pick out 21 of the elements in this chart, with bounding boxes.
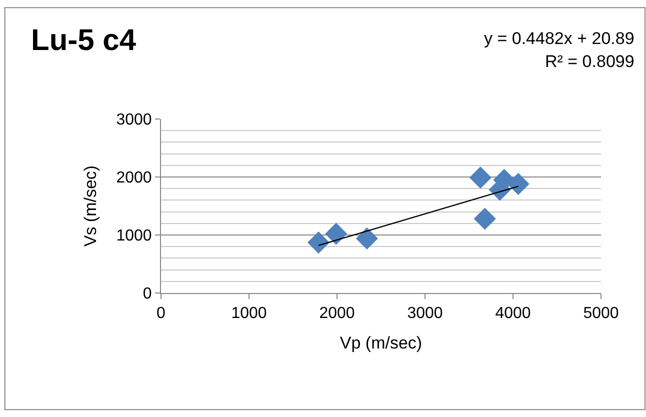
y-tick-label: 0 — [142, 286, 152, 303]
x-tick-label: 0 — [156, 305, 166, 322]
point — [474, 208, 496, 230]
x-tick-label: 4000 — [495, 305, 531, 322]
x-tick-label: 3000 — [407, 305, 443, 322]
x-tick-label: 5000 — [583, 305, 619, 322]
y-tick-label: 1000 — [116, 228, 152, 245]
y-tick-label: 3000 — [116, 112, 152, 129]
point — [325, 222, 348, 245]
y-tick-label: 2000 — [116, 170, 152, 187]
point — [507, 172, 530, 196]
y-axis-title: Vs (m/sec) — [80, 165, 100, 247]
text: R² = 0.8099 — [545, 52, 634, 71]
x-axis-title: Vp (m/sec) — [340, 334, 422, 353]
x-tick-label: 2000 — [319, 305, 355, 322]
point — [469, 166, 492, 189]
point — [307, 231, 330, 254]
chart-title: Lu-5 c4 — [31, 24, 136, 57]
text: y = 0.4482x + 20.89 — [484, 29, 634, 48]
x-tick-label: 1000 — [231, 305, 267, 322]
point — [356, 227, 378, 250]
